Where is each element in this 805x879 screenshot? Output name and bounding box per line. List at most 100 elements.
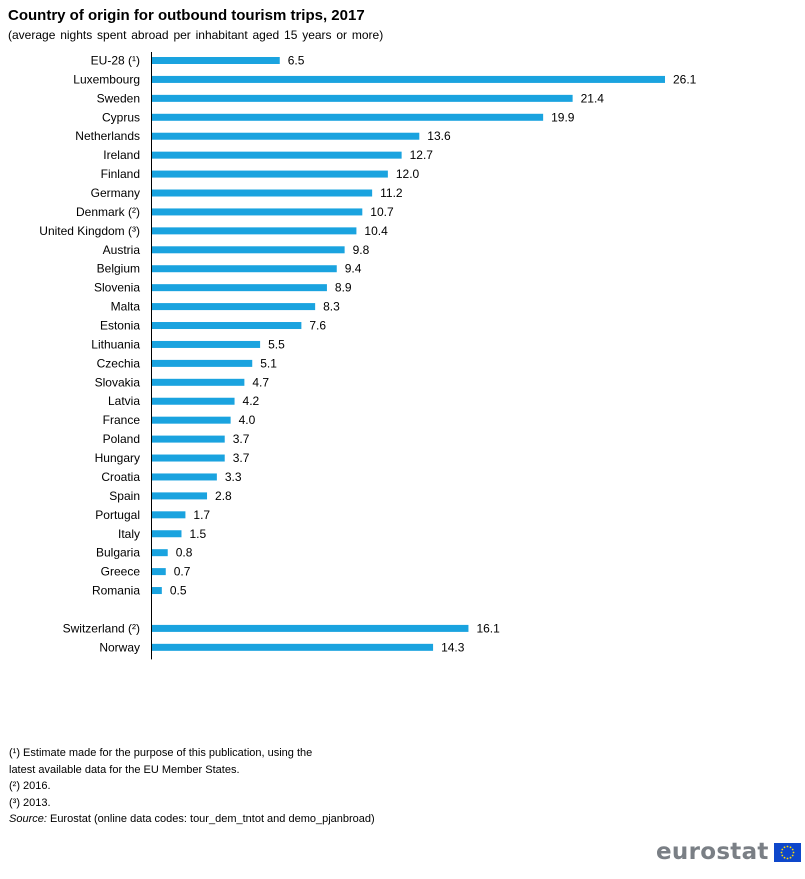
- bar: [152, 170, 388, 178]
- bar: [152, 189, 373, 197]
- bar: [152, 322, 302, 330]
- flag-star: [791, 848, 794, 850]
- category-label: France: [103, 413, 141, 427]
- bar: [152, 75, 665, 83]
- flag-star: [783, 856, 786, 859]
- value-label: 3.7: [233, 451, 250, 465]
- bar: [152, 624, 469, 632]
- value-label: 8.3: [323, 300, 340, 314]
- bar: [152, 94, 573, 102]
- flag-background: [773, 842, 801, 862]
- footnote-1-line-2: latest available data for the EU Member …: [9, 763, 240, 776]
- category-label: Slovakia: [95, 375, 141, 389]
- value-label: 16.1: [476, 621, 500, 635]
- category-label: Ireland: [103, 148, 140, 162]
- source-text: Eurostat (online data codes: tour_dem_tn…: [46, 813, 375, 825]
- category-label: Switzerland (²): [63, 621, 140, 635]
- flag-star: [780, 851, 783, 853]
- value-label: 10.7: [370, 205, 394, 219]
- bar: [152, 284, 327, 292]
- value-label: 21.4: [581, 91, 605, 105]
- category-label: Sweden: [97, 91, 140, 105]
- footnote-1-line-1: (¹) Estimate made for the purpose of thi…: [9, 747, 313, 759]
- bar: [152, 57, 280, 64]
- value-label: 10.4: [364, 224, 388, 238]
- category-label: Germany: [91, 186, 140, 200]
- value-label: 8.9: [335, 281, 352, 295]
- bar-chart: EU-28 (¹) 6.5 Luxembourg 26.1 Sweden 21.4 Cypr…: [39, 52, 697, 660]
- bar: [152, 454, 225, 462]
- category-label: United Kingdom (³): [39, 224, 140, 238]
- category-label: Denmark (²): [76, 205, 140, 219]
- value-label: 4.2: [243, 394, 260, 408]
- value-label: 7.6: [309, 319, 326, 333]
- category-label: Finland: [101, 167, 140, 181]
- bar: [152, 246, 345, 254]
- value-label: 2.8: [215, 489, 232, 503]
- bar: [152, 511, 186, 519]
- value-label: 26.1: [673, 72, 697, 86]
- value-label: 1.5: [189, 527, 206, 541]
- value-label: 0.5: [170, 584, 187, 598]
- bar: [152, 397, 235, 405]
- flag-star: [786, 845, 789, 847]
- category-label: EU-28 (¹): [91, 54, 140, 68]
- category-label: Hungary: [95, 451, 140, 465]
- bar: [152, 359, 253, 367]
- category-label: Norway: [99, 640, 140, 654]
- category-label: Poland: [103, 432, 140, 446]
- flag-star: [792, 851, 795, 853]
- bar: [152, 151, 402, 159]
- value-label: 9.4: [345, 262, 362, 276]
- bar: [152, 568, 166, 576]
- category-label: Czechia: [97, 356, 141, 370]
- category-label: Italy: [118, 527, 140, 541]
- bar: [152, 435, 225, 443]
- category-label: Belgium: [97, 262, 140, 276]
- flag-star: [791, 854, 794, 856]
- source-line: Source: Eurostat (online data codes: tou…: [9, 811, 389, 828]
- flag-star: [781, 848, 783, 850]
- chart-title: Country of origin for outbound tourism t…: [8, 7, 365, 24]
- category-label: Romania: [92, 584, 140, 598]
- source-label: Source:: [9, 813, 47, 825]
- value-label: 19.9: [551, 110, 575, 124]
- category-label: Croatia: [101, 470, 140, 484]
- chart-subtitle: (average nights spent abroad per inhabit…: [8, 28, 384, 42]
- bar: [152, 113, 544, 121]
- bar: [152, 473, 217, 481]
- footnote-2: (²) 2016.: [9, 780, 51, 792]
- footnote-3: (³) 2013.: [9, 796, 51, 809]
- value-label: 14.3: [441, 640, 465, 654]
- category-label: Lithuania: [91, 337, 140, 351]
- bar: [152, 227, 357, 235]
- value-label: 12.0: [396, 167, 420, 181]
- category-label: Austria: [103, 243, 141, 257]
- category-label: Slovenia: [94, 281, 140, 295]
- value-label: 6.5: [288, 54, 305, 68]
- footnotes: (¹) Estimate made for the purpose of thi…: [9, 745, 389, 828]
- category-label: Luxembourg: [73, 72, 140, 86]
- value-label: 13.6: [427, 129, 451, 143]
- bar: [152, 587, 162, 595]
- value-label: 3.7: [233, 432, 250, 446]
- eurostat-logo-text: eurostat: [656, 839, 769, 865]
- value-label: 4.0: [239, 413, 256, 427]
- category-label: Malta: [111, 300, 141, 314]
- category-label: Latvia: [108, 394, 140, 408]
- flag-star: [783, 845, 786, 848]
- bar: [152, 303, 316, 311]
- category-label: Bulgaria: [96, 546, 140, 560]
- bar: [152, 492, 208, 500]
- bar: [152, 340, 261, 348]
- value-label: 11.2: [380, 186, 403, 200]
- bar: [152, 132, 420, 140]
- flag-star: [786, 857, 789, 859]
- value-label: 3.3: [225, 470, 242, 484]
- bar: [152, 208, 363, 216]
- bar: [152, 530, 182, 538]
- bar: [152, 549, 168, 557]
- eu-flag-icon: [773, 842, 801, 862]
- category-label: Portugal: [95, 508, 140, 522]
- value-label: 1.7: [193, 508, 210, 522]
